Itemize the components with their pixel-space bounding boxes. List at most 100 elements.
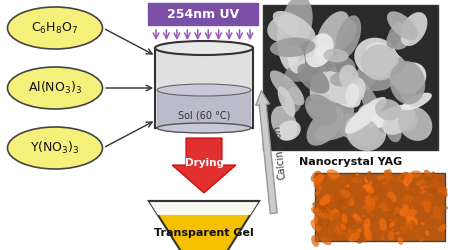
- Ellipse shape: [368, 194, 371, 196]
- Ellipse shape: [7, 67, 102, 109]
- Ellipse shape: [400, 12, 427, 46]
- Ellipse shape: [395, 62, 416, 105]
- Ellipse shape: [425, 230, 429, 236]
- Ellipse shape: [370, 228, 377, 233]
- Ellipse shape: [410, 220, 416, 231]
- Ellipse shape: [401, 226, 405, 228]
- Ellipse shape: [438, 224, 447, 232]
- Ellipse shape: [364, 178, 368, 184]
- Ellipse shape: [406, 216, 418, 226]
- Ellipse shape: [394, 219, 397, 222]
- Ellipse shape: [271, 106, 297, 140]
- Ellipse shape: [400, 174, 405, 181]
- Ellipse shape: [326, 19, 357, 50]
- Ellipse shape: [370, 214, 375, 217]
- Ellipse shape: [273, 11, 315, 42]
- Ellipse shape: [339, 65, 359, 89]
- Ellipse shape: [409, 188, 415, 193]
- Ellipse shape: [370, 238, 372, 241]
- Ellipse shape: [442, 187, 447, 196]
- Ellipse shape: [356, 220, 361, 224]
- Polygon shape: [172, 138, 236, 193]
- Ellipse shape: [364, 184, 369, 188]
- Ellipse shape: [431, 176, 436, 182]
- Polygon shape: [149, 201, 259, 215]
- Ellipse shape: [420, 222, 425, 225]
- Ellipse shape: [411, 196, 414, 200]
- Ellipse shape: [386, 198, 392, 209]
- Ellipse shape: [395, 232, 400, 234]
- Polygon shape: [315, 173, 445, 241]
- Ellipse shape: [394, 207, 402, 213]
- Ellipse shape: [365, 183, 371, 191]
- Ellipse shape: [307, 96, 354, 121]
- Ellipse shape: [401, 230, 408, 234]
- Ellipse shape: [330, 194, 335, 203]
- Ellipse shape: [326, 199, 335, 210]
- Ellipse shape: [410, 170, 421, 178]
- Ellipse shape: [313, 206, 319, 214]
- Ellipse shape: [438, 178, 443, 182]
- Ellipse shape: [297, 64, 330, 94]
- Ellipse shape: [410, 211, 416, 215]
- Ellipse shape: [311, 171, 321, 182]
- Ellipse shape: [358, 74, 391, 91]
- Ellipse shape: [341, 214, 347, 224]
- Ellipse shape: [384, 220, 394, 227]
- Ellipse shape: [321, 236, 332, 245]
- Ellipse shape: [355, 231, 359, 234]
- Ellipse shape: [387, 11, 418, 40]
- Polygon shape: [155, 48, 253, 128]
- Ellipse shape: [369, 196, 378, 203]
- Ellipse shape: [410, 208, 417, 214]
- Ellipse shape: [384, 186, 391, 190]
- Ellipse shape: [314, 191, 320, 196]
- Ellipse shape: [433, 183, 445, 192]
- Ellipse shape: [307, 106, 344, 146]
- Ellipse shape: [361, 185, 365, 190]
- Ellipse shape: [375, 211, 382, 216]
- Ellipse shape: [364, 228, 372, 240]
- Ellipse shape: [347, 188, 350, 192]
- Ellipse shape: [368, 198, 375, 211]
- Ellipse shape: [387, 32, 409, 50]
- Ellipse shape: [385, 116, 402, 142]
- Ellipse shape: [336, 223, 346, 232]
- Ellipse shape: [435, 179, 438, 184]
- Ellipse shape: [403, 228, 405, 233]
- Ellipse shape: [389, 220, 393, 222]
- Ellipse shape: [332, 210, 338, 216]
- Ellipse shape: [312, 202, 325, 209]
- Ellipse shape: [343, 218, 356, 226]
- Text: $\mathregular{Al(NO_3)_3}$: $\mathregular{Al(NO_3)_3}$: [28, 80, 82, 96]
- Ellipse shape: [319, 194, 332, 205]
- Ellipse shape: [334, 176, 347, 184]
- Ellipse shape: [363, 218, 370, 228]
- Ellipse shape: [316, 176, 324, 186]
- Ellipse shape: [433, 206, 442, 219]
- Ellipse shape: [404, 208, 417, 218]
- Ellipse shape: [431, 171, 436, 179]
- Ellipse shape: [320, 71, 361, 108]
- Ellipse shape: [345, 84, 359, 106]
- Ellipse shape: [353, 212, 358, 221]
- Ellipse shape: [433, 232, 436, 236]
- Ellipse shape: [336, 209, 344, 219]
- Polygon shape: [149, 201, 259, 250]
- Ellipse shape: [377, 175, 385, 180]
- Ellipse shape: [356, 110, 404, 129]
- Ellipse shape: [360, 83, 386, 132]
- Ellipse shape: [345, 116, 381, 146]
- Ellipse shape: [427, 186, 433, 196]
- Text: $\mathregular{Y(NO_3)_3}$: $\mathregular{Y(NO_3)_3}$: [30, 140, 80, 156]
- Ellipse shape: [436, 187, 443, 196]
- Ellipse shape: [377, 184, 388, 192]
- Ellipse shape: [310, 72, 364, 104]
- Ellipse shape: [364, 222, 370, 232]
- Ellipse shape: [419, 237, 425, 242]
- FancyArrowPatch shape: [256, 91, 277, 214]
- Ellipse shape: [313, 216, 318, 223]
- Ellipse shape: [311, 207, 322, 216]
- Ellipse shape: [345, 97, 386, 134]
- Ellipse shape: [343, 228, 353, 235]
